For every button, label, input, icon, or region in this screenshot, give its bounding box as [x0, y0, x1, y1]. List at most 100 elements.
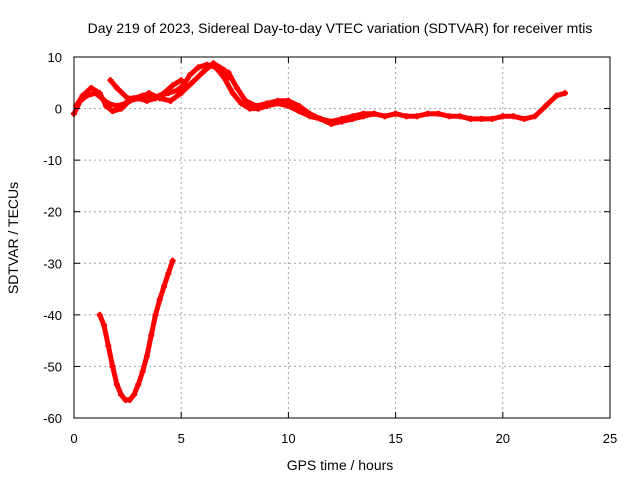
x-tick-label: 15 — [388, 431, 402, 446]
data-point — [135, 95, 142, 102]
data-point — [195, 64, 202, 71]
data-point — [101, 322, 108, 329]
data-point — [188, 79, 195, 86]
data-point — [456, 113, 463, 120]
data-point — [246, 105, 253, 112]
data-point — [296, 102, 303, 109]
data-point — [148, 332, 155, 339]
data-point — [165, 270, 172, 277]
data-point — [339, 118, 345, 125]
data-point — [105, 342, 112, 349]
data-point — [169, 82, 176, 89]
data-point — [109, 363, 116, 370]
data-point — [446, 113, 453, 120]
data-point — [109, 108, 116, 115]
data-point — [435, 110, 442, 117]
data-point — [178, 77, 185, 84]
data-point — [229, 90, 236, 97]
series-upper-loop — [107, 60, 232, 104]
data-point — [467, 115, 474, 122]
data-point — [135, 381, 142, 388]
x-axis-label: GPS time / hours — [287, 457, 394, 473]
data-point — [296, 108, 303, 115]
data-point — [161, 283, 168, 290]
series-dip — [96, 257, 176, 403]
data-point — [285, 102, 292, 109]
data-point — [392, 110, 399, 117]
x-tick-label: 25 — [603, 431, 617, 446]
data-point — [143, 97, 150, 104]
data-layer — [71, 60, 568, 403]
y-tick-label: -10 — [43, 153, 62, 168]
data-point — [178, 90, 185, 97]
x-tick-label: 10 — [281, 431, 295, 446]
axis-ticks: 0 5 10 15 20 25 10 0 -10 -20 -30 -40 -50 -60 — [43, 50, 617, 446]
plot-frame — [73, 56, 611, 419]
data-point — [96, 90, 103, 97]
data-point — [242, 97, 249, 104]
data-point — [113, 381, 120, 388]
data-point — [317, 115, 324, 122]
data-point — [103, 102, 110, 109]
data-point — [167, 97, 174, 104]
data-point — [360, 113, 367, 120]
data-point — [253, 102, 260, 109]
data-point — [233, 84, 240, 91]
data-point — [328, 121, 335, 128]
data-point — [221, 66, 228, 73]
data-point — [88, 84, 95, 91]
y-tick-label: -40 — [43, 308, 62, 323]
series-second-track — [225, 69, 378, 128]
data-point — [274, 97, 281, 104]
data-point — [510, 113, 517, 120]
data-point — [199, 69, 206, 76]
x-tick-label: 20 — [496, 431, 510, 446]
series-early-loops — [73, 77, 185, 115]
y-tick-label: -30 — [43, 256, 62, 271]
y-tick-label: 0 — [55, 102, 62, 117]
y-tick-label: -60 — [43, 411, 62, 426]
data-point — [381, 113, 388, 120]
data-point — [107, 77, 114, 84]
chart-title: Day 219 of 2023, Sidereal Day-to-day VTE… — [88, 20, 593, 36]
y-axis-label: SDTVAR / TECUs — [5, 182, 21, 294]
x-tick-label: 0 — [70, 431, 77, 446]
data-point — [79, 92, 86, 99]
data-point — [146, 90, 153, 97]
data-point — [186, 72, 193, 79]
data-point — [152, 311, 159, 318]
data-point — [156, 95, 163, 102]
data-point — [531, 113, 538, 120]
y-tick-label: -50 — [43, 359, 62, 374]
data-point — [263, 100, 270, 107]
data-point — [118, 105, 125, 112]
data-point — [424, 110, 431, 117]
data-point — [210, 60, 217, 67]
data-point — [499, 113, 506, 120]
x-tick-label: 5 — [178, 431, 185, 446]
data-point — [285, 97, 292, 104]
data-point — [306, 110, 313, 117]
data-point — [403, 113, 410, 120]
data-point — [371, 110, 378, 117]
data-point — [131, 391, 138, 398]
data-point — [96, 311, 103, 318]
data-point — [542, 102, 549, 109]
data-point — [180, 82, 187, 89]
data-point — [225, 69, 232, 76]
data-point — [113, 84, 120, 91]
data-point — [478, 115, 485, 122]
data-point — [238, 100, 245, 107]
data-point — [126, 396, 133, 403]
data-point — [169, 257, 176, 264]
data-point — [414, 113, 421, 120]
y-tick-label: -20 — [43, 205, 62, 220]
data-point — [124, 95, 131, 102]
data-point — [553, 92, 560, 99]
data-point — [161, 90, 168, 97]
data-point — [143, 353, 150, 360]
data-point — [349, 115, 356, 122]
data-point — [173, 87, 180, 94]
